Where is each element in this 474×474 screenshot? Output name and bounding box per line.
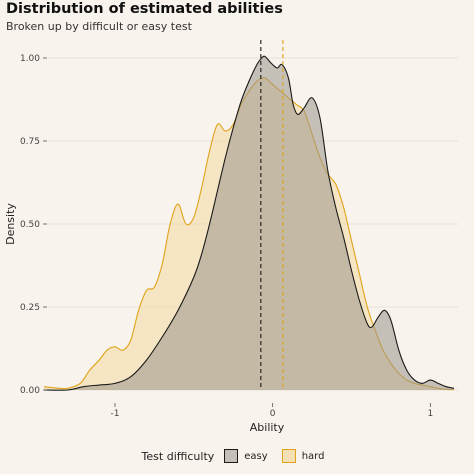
chart-subtitle: Broken up by difficult or easy test <box>6 20 192 33</box>
chart-title: Distribution of estimated abilities <box>6 1 283 17</box>
x-tick-label-2: 1 <box>427 409 433 419</box>
density-line-easy <box>43 55 455 391</box>
x-tick-label-1: 0 <box>270 409 276 419</box>
y-tick-label-3: 0.75 <box>20 137 40 147</box>
x-axis-title: Ability <box>250 421 285 434</box>
y-tick-label-2: 0.50 <box>20 220 40 230</box>
legend-key-hard <box>281 449 296 463</box>
legend-label-easy: easy <box>244 450 268 462</box>
y-tick-label-0: 0.00 <box>20 386 40 396</box>
y-tick-label-4: 1.00 <box>20 54 40 64</box>
mean-lines <box>260 40 284 390</box>
legend-label-hard: hard <box>301 450 325 462</box>
y-axis-title: Density <box>4 203 17 245</box>
x-tick-label-0: -1 <box>110 409 119 419</box>
legend-key-easy <box>224 449 239 463</box>
density-areas <box>43 55 455 391</box>
legend-title: Test difficulty <box>141 449 215 463</box>
y-tick-label-1: 0.25 <box>20 303 40 313</box>
axis-ticks: 0.00 0.25 0.50 0.75 1.00 -1 0 1 <box>20 54 433 419</box>
legend: Test difficulty easy hard <box>0 444 474 468</box>
density-fill-easy <box>44 56 454 391</box>
